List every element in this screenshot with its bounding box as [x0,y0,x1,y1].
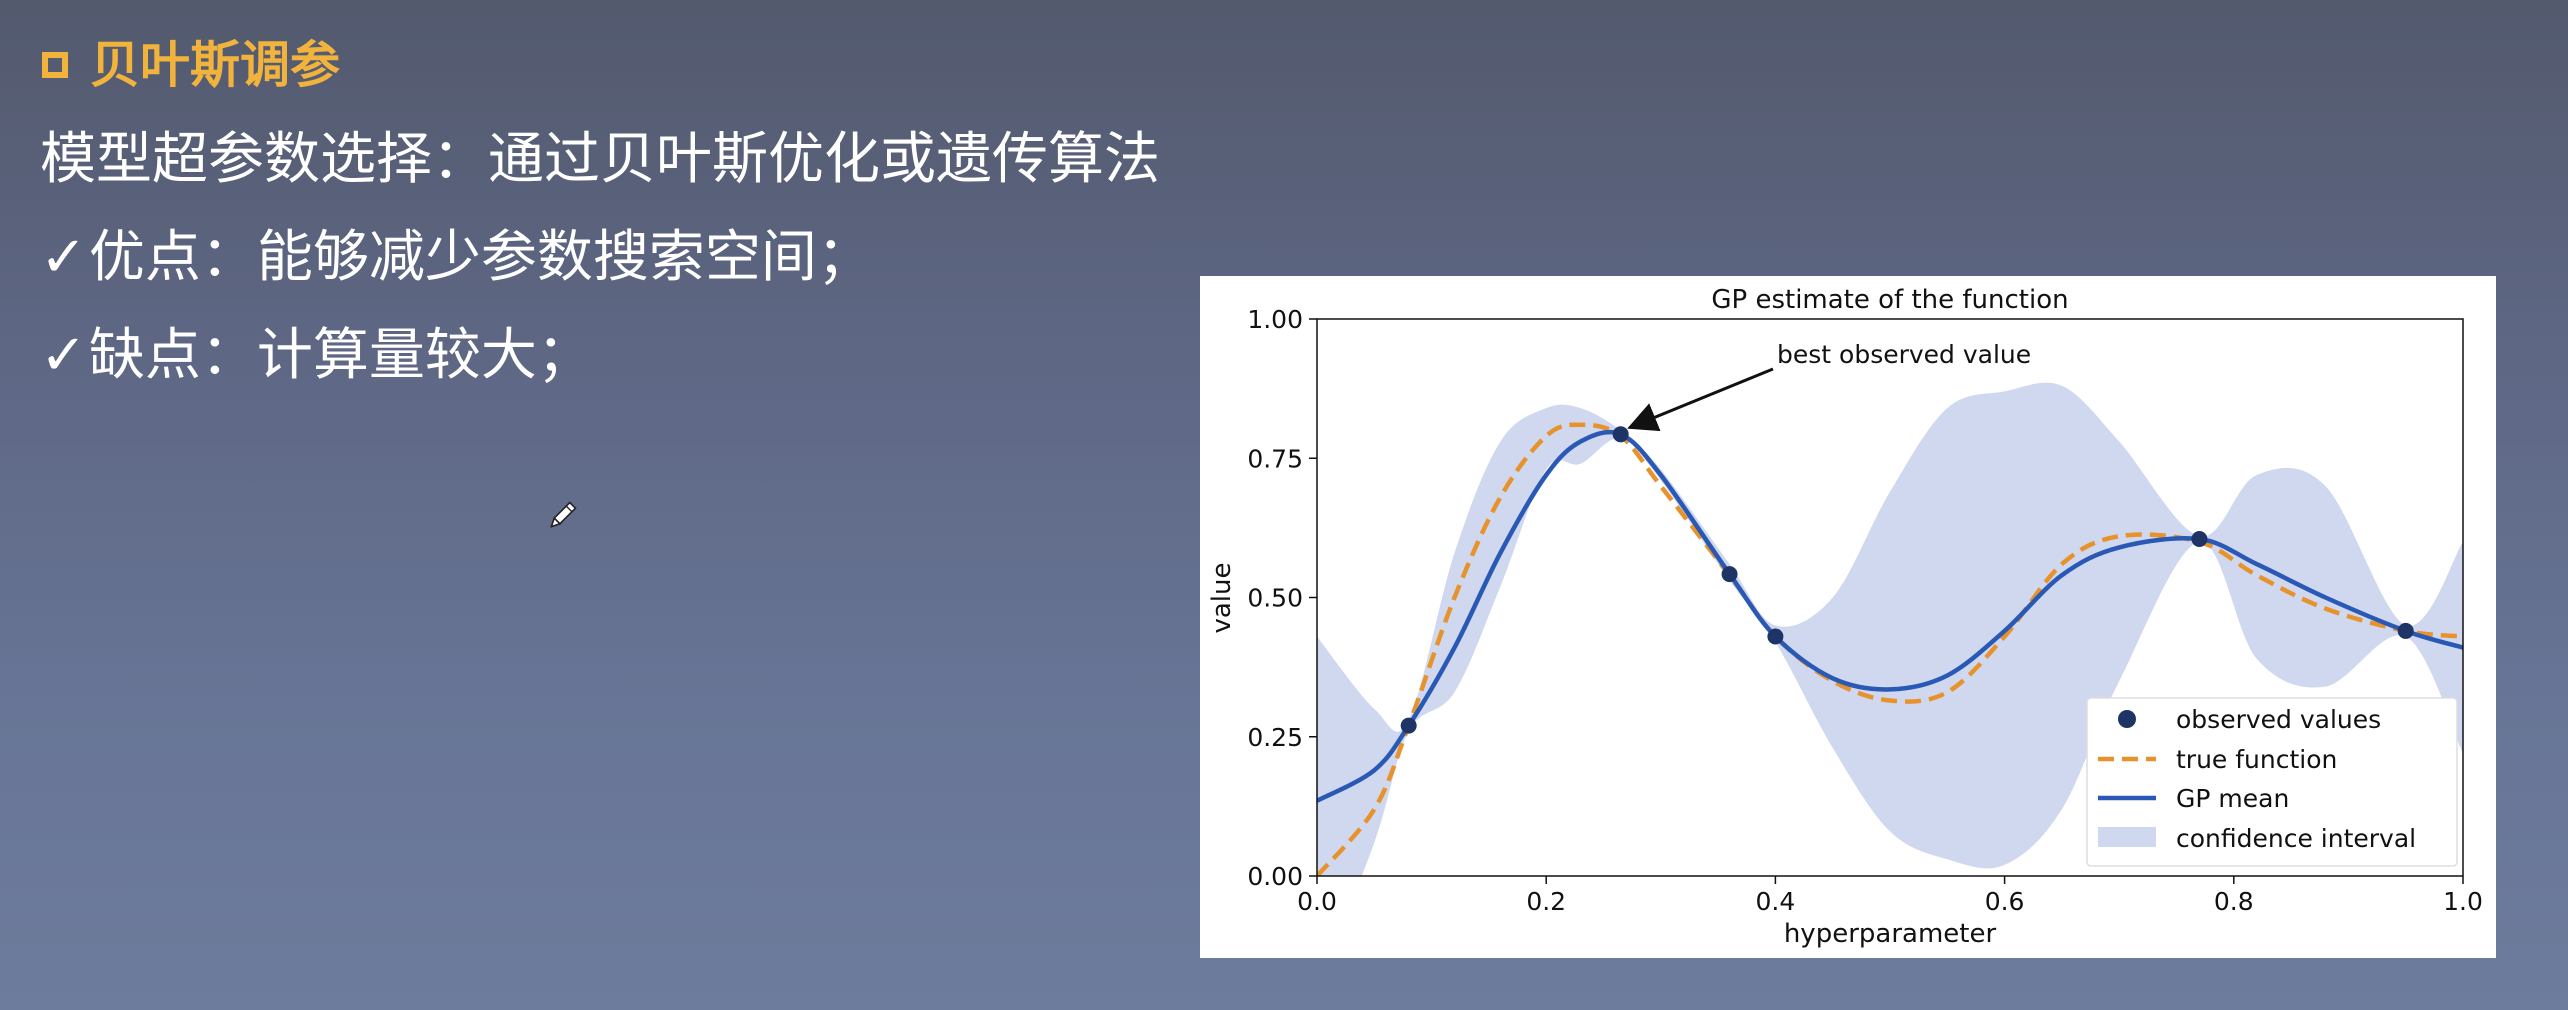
observed-point [1767,628,1784,645]
y-tick-label: 0.75 [1247,444,1303,473]
section-heading: 贝叶斯调参 [42,30,340,100]
x-axis-label: hyperparameter [1784,919,1997,949]
y-tick-label: 0.50 [1247,584,1303,613]
legend-gp-label: GP mean [2176,784,2289,813]
annotation-text: best observed value [1777,340,2031,369]
annotation: best observed value [1627,340,2031,432]
advantages-text: 优点：能够减少参数搜索空间； [88,225,873,290]
section-title: 贝叶斯调参 [90,36,340,94]
observed-point [1721,566,1738,583]
text-line-advantages: ✓优点：能够减少参数搜索空间； [40,218,873,298]
text-line-disadvantages: ✓缺点：计算量较大； [40,316,593,396]
x-tick-label: 1.0 [2443,887,2483,916]
legend-observed-marker [2118,710,2136,728]
chart-svg: 0.0 0.2 0.4 0.6 0.8 1.0 0.00 0.25 0.50 0.75 1.00 G… [1207,285,2483,949]
legend-box [2086,697,2458,867]
annotation-arrow [1627,367,1774,432]
checkmark-icon: ✓ [40,323,87,388]
disadvantages-text: 缺点：计算量较大； [88,323,593,388]
observed-point [1400,717,1417,734]
legend: observed values true function GP mean co… [2086,697,2458,867]
square-bullet-icon [42,52,68,78]
chart-title: GP estimate of the function [1711,285,2068,315]
y-axis-label: value [1207,562,1237,633]
text-line-model-selection: 模型超参数选择：通过贝叶斯优化或遗传算法 [40,127,1160,192]
x-tick-label: 0.0 [1297,887,1337,916]
legend-ci-marker [2098,827,2156,847]
x-tick-label: 0.8 [2214,887,2254,916]
legend-observed-label: observed values [2176,705,2381,734]
y-tick-label: 1.00 [1247,305,1303,334]
legend-true-label: true function [2176,745,2337,774]
x-tick-label: 0.6 [1985,887,2025,916]
gp-estimate-chart: 0.0 0.2 0.4 0.6 0.8 1.0 0.00 0.25 0.50 0.75 1.00 G… [1200,276,2496,958]
x-tick-label: 0.4 [1756,887,1796,916]
observed-point [2397,622,2414,639]
confidence-interval-band [1317,382,2463,876]
legend-ci-label: confidence interval [2176,824,2416,853]
y-tick-label: 0.00 [1247,862,1303,891]
observed-point [1612,426,1629,443]
gp-mean-line [1317,429,2463,803]
x-tick-label: 0.2 [1526,887,1566,916]
y-tick-label: 0.25 [1247,723,1303,752]
observed-point [2191,531,2208,548]
pencil-icon [550,501,577,528]
checkmark-icon: ✓ [40,225,87,290]
